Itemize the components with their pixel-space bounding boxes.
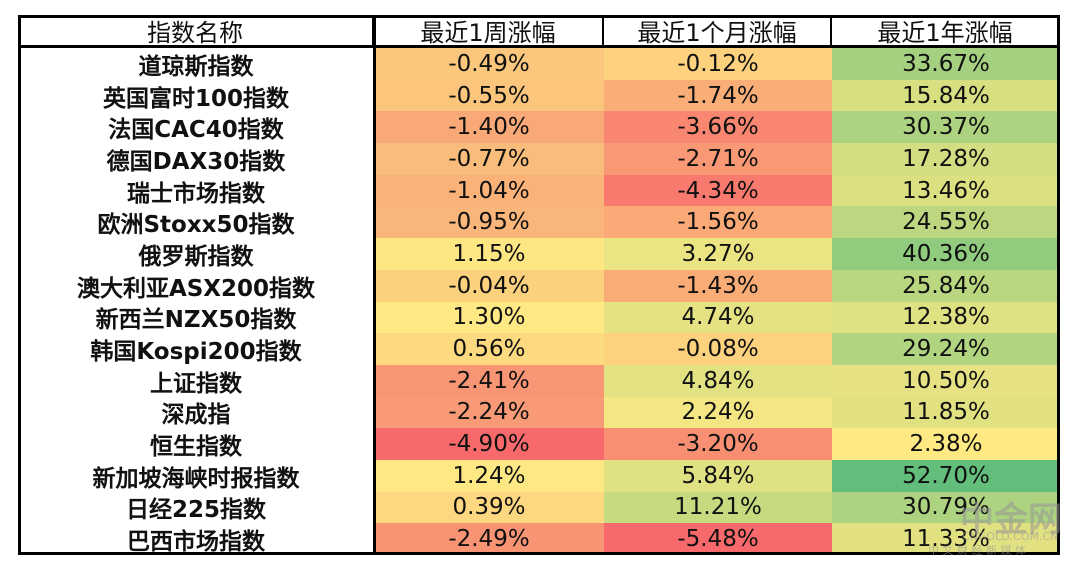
header-cell: 最近1周涨幅 xyxy=(374,15,604,48)
watermark-brand: 中金网 xyxy=(960,500,1062,540)
change-cell: -0.77% xyxy=(374,143,604,175)
change-cell: 2.24% xyxy=(604,396,832,429)
change-cell: 10.50% xyxy=(832,364,1060,397)
change-cell: 29.24% xyxy=(832,333,1060,365)
index-name: 深成指 xyxy=(18,396,374,428)
change-cell: -3.66% xyxy=(604,111,832,144)
index-name: 法国CAC40指数 xyxy=(18,111,374,143)
change-cell: 24.55% xyxy=(832,206,1060,239)
header-cell: 指数名称 xyxy=(18,15,374,48)
change-cell: 11.21% xyxy=(604,491,832,524)
index-name: 俄罗斯指数 xyxy=(18,238,374,270)
index-name: 巴西市场指数 xyxy=(18,523,374,555)
change-cell: -1.04% xyxy=(374,174,604,207)
change-cell: 3.27% xyxy=(604,238,832,270)
change-cell: -0.04% xyxy=(374,269,604,302)
change-cell: 0.56% xyxy=(374,333,604,365)
change-cell: 15.84% xyxy=(832,79,1060,112)
change-cell: 1.15% xyxy=(374,238,604,270)
index-name: 欧洲Stoxx50指数 xyxy=(18,206,374,238)
change-cell: -2.41% xyxy=(374,364,604,397)
change-cell: -1.56% xyxy=(604,206,832,239)
index-name: 新加坡海峡时报指数 xyxy=(18,459,374,492)
change-cell: -2.49% xyxy=(374,523,604,555)
change-cell: -1.40% xyxy=(374,111,604,144)
change-cell: -4.34% xyxy=(604,174,832,207)
index-name: 道琼斯指数 xyxy=(18,48,374,80)
index-name: 日经225指数 xyxy=(18,491,374,523)
header-cell: 最近1年涨幅 xyxy=(832,15,1060,48)
change-cell: 12.38% xyxy=(832,301,1060,334)
watermark-url: CNGOLD.COM.CN xyxy=(962,530,1059,543)
index-name: 瑞士市场指数 xyxy=(18,174,374,207)
change-cell: 2.38% xyxy=(832,428,1060,460)
watermark-slogan: 中 文 财 经 新 媒 体 xyxy=(928,544,1026,557)
change-cell: 11.33% xyxy=(832,523,1060,555)
change-cell: 25.84% xyxy=(832,269,1060,302)
change-cell: -0.95% xyxy=(374,206,604,239)
change-cell: 52.70% xyxy=(832,459,1060,492)
change-cell: -0.08% xyxy=(604,333,832,365)
change-cell: 1.30% xyxy=(374,301,604,334)
change-cell: 1.24% xyxy=(374,459,604,492)
index-name: 德国DAX30指数 xyxy=(18,143,374,175)
index-name: 恒生指数 xyxy=(18,428,374,460)
change-cell: 30.37% xyxy=(832,111,1060,144)
change-cell: -0.12% xyxy=(604,48,832,80)
change-cell: 13.46% xyxy=(832,174,1060,207)
change-cell: -4.90% xyxy=(374,428,604,460)
change-cell: -5.48% xyxy=(604,523,832,555)
index-name: 澳大利亚ASX200指数 xyxy=(18,269,374,302)
change-cell: 5.84% xyxy=(604,459,832,492)
index-name: 上证指数 xyxy=(18,364,374,397)
change-cell: 11.85% xyxy=(832,396,1060,429)
change-cell: 30.79% xyxy=(832,491,1060,524)
change-cell: 33.67% xyxy=(832,48,1060,80)
change-cell: 40.36% xyxy=(832,238,1060,270)
change-cell: 4.74% xyxy=(604,301,832,334)
change-cell: -2.24% xyxy=(374,396,604,429)
index-name: 英国富时100指数 xyxy=(18,79,374,112)
change-cell: -3.20% xyxy=(604,428,832,460)
change-cell: -1.43% xyxy=(604,269,832,302)
index-name: 韩国Kospi200指数 xyxy=(18,333,374,365)
change-cell: 17.28% xyxy=(832,143,1060,175)
change-cell: 4.84% xyxy=(604,364,832,397)
change-cell: -2.71% xyxy=(604,143,832,175)
index-name: 新西兰NZX50指数 xyxy=(18,301,374,333)
change-cell: 0.39% xyxy=(374,491,604,524)
change-cell: -0.49% xyxy=(374,48,604,80)
header-cell: 最近1个月涨幅 xyxy=(604,15,832,48)
change-cell: -1.74% xyxy=(604,79,832,112)
change-cell: -0.55% xyxy=(374,79,604,112)
